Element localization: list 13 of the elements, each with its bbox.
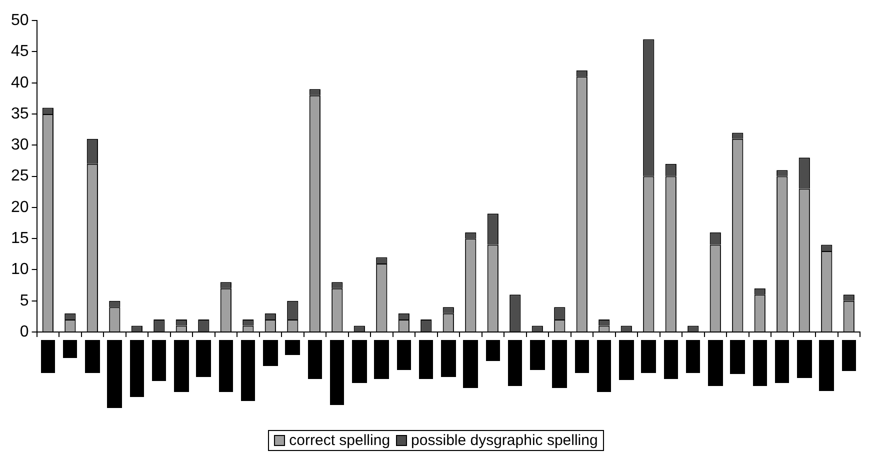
y-tick-label: 25 (11, 168, 29, 185)
y-tick-label: 20 (11, 198, 29, 216)
legend-label: correct spelling (289, 432, 390, 449)
y-tick-label: 10 (11, 261, 29, 278)
y-tick-label: 30 (11, 136, 29, 154)
y-tick-label: 50 (11, 12, 29, 30)
y-tick-label: 35 (11, 105, 29, 122)
y-tick-label: 45 (11, 43, 29, 60)
y-tick-label: 40 (11, 74, 29, 92)
y-tick-label: 0 (20, 323, 29, 340)
legend-label: possible dysgraphic spelling (411, 432, 598, 449)
y-tick-label: 15 (11, 230, 29, 247)
y-tick-label: 5 (20, 292, 29, 310)
